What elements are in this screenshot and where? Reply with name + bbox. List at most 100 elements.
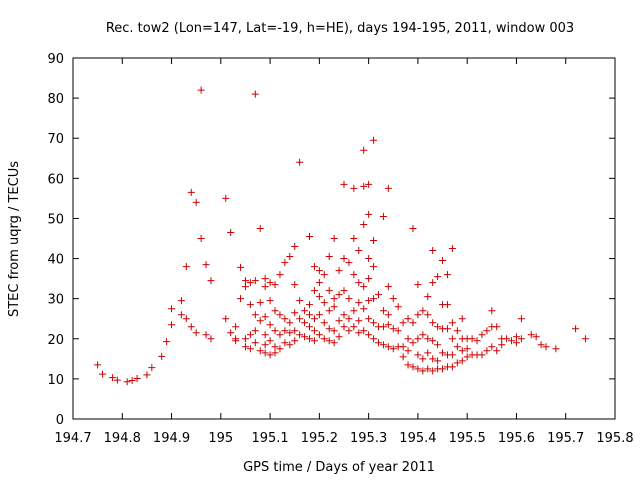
data-point [434, 323, 442, 331]
data-point [168, 321, 176, 329]
data-point [335, 291, 343, 299]
data-point [187, 188, 195, 196]
data-point [291, 337, 299, 345]
data-point [379, 341, 387, 349]
data-point [355, 317, 363, 325]
y-tick-label: 10 [47, 373, 64, 388]
data-point [434, 341, 442, 349]
data-point [296, 331, 304, 339]
data-point [237, 295, 245, 303]
data-point [443, 271, 451, 279]
data-point [261, 331, 269, 339]
data-point [404, 315, 412, 323]
data-point [443, 325, 451, 333]
data-point [301, 307, 309, 315]
data-point [429, 247, 437, 255]
data-point [355, 329, 363, 337]
data-point [143, 371, 151, 379]
data-point [493, 323, 501, 331]
data-point [517, 315, 525, 323]
data-point [394, 327, 402, 335]
data-point [335, 317, 343, 325]
data-point [276, 331, 284, 339]
data-point [360, 146, 368, 154]
data-point [306, 335, 314, 343]
data-point [384, 321, 392, 329]
y-tick-label: 60 [47, 172, 64, 187]
data-point [360, 220, 368, 228]
data-point [315, 293, 323, 301]
data-point [232, 337, 240, 345]
data-point [315, 279, 323, 287]
data-point [276, 271, 284, 279]
data-point [330, 339, 338, 347]
data-point [227, 228, 235, 236]
data-point [177, 311, 185, 319]
data-point [355, 299, 363, 307]
data-point [286, 253, 294, 261]
data-point [360, 283, 368, 291]
data-point [365, 275, 373, 283]
data-point [429, 367, 437, 375]
y-tick-label: 70 [47, 132, 64, 147]
data-point [335, 333, 343, 341]
data-point [227, 329, 235, 337]
data-point [261, 283, 269, 291]
data-point [330, 303, 338, 311]
data-point [237, 263, 245, 271]
data-point [370, 295, 378, 303]
data-point [443, 301, 451, 309]
data-point [241, 343, 249, 351]
data-point [187, 323, 195, 331]
data-point [542, 343, 550, 351]
data-point [246, 279, 254, 287]
data-point [246, 331, 254, 339]
data-point [281, 315, 289, 323]
y-axis-label: STEC from uqrg / TECUs [7, 161, 22, 317]
y-tick-label: 30 [47, 293, 64, 308]
data-point [340, 180, 348, 188]
data-point [419, 367, 427, 375]
data-point [379, 212, 387, 220]
data-point [389, 295, 397, 303]
data-point [350, 323, 358, 331]
x-tick-label: 195.7 [547, 431, 584, 446]
data-point [453, 343, 461, 351]
data-point [355, 279, 363, 287]
data-point [207, 335, 215, 343]
data-point [325, 337, 333, 345]
data-point [483, 327, 491, 335]
data-point [276, 345, 284, 353]
data-point [365, 315, 373, 323]
data-point [315, 331, 323, 339]
data-point [177, 297, 185, 305]
data-point [355, 247, 363, 255]
x-axis: 194.7 194.8 194.9 195 195.1 195.2 195.3 195.4 19… [54, 58, 634, 446]
data-point [379, 323, 387, 331]
data-point [508, 337, 516, 345]
data-point [527, 331, 535, 339]
data-point [424, 311, 432, 319]
data-point [325, 253, 333, 261]
data-point [202, 331, 210, 339]
x-tick-label: 195.4 [399, 431, 436, 446]
data-point [266, 337, 274, 345]
data-point [448, 363, 456, 371]
data-point [424, 293, 432, 301]
data-point [345, 259, 353, 267]
data-point [256, 224, 264, 232]
chart-title: Rec. tow2 (Lon=147, Lat=-19, h=HE), days… [106, 21, 574, 36]
data-point [419, 331, 427, 339]
data-point [330, 327, 338, 335]
data-point [310, 337, 318, 345]
data-point [370, 263, 378, 271]
data-point [414, 351, 422, 359]
data-point [202, 261, 210, 269]
data-point [434, 273, 442, 281]
data-point [463, 353, 471, 361]
data-point [360, 327, 368, 335]
data-point [448, 351, 456, 359]
data-point [232, 323, 240, 331]
x-tick-label: 195.5 [449, 431, 486, 446]
data-point [434, 357, 442, 365]
